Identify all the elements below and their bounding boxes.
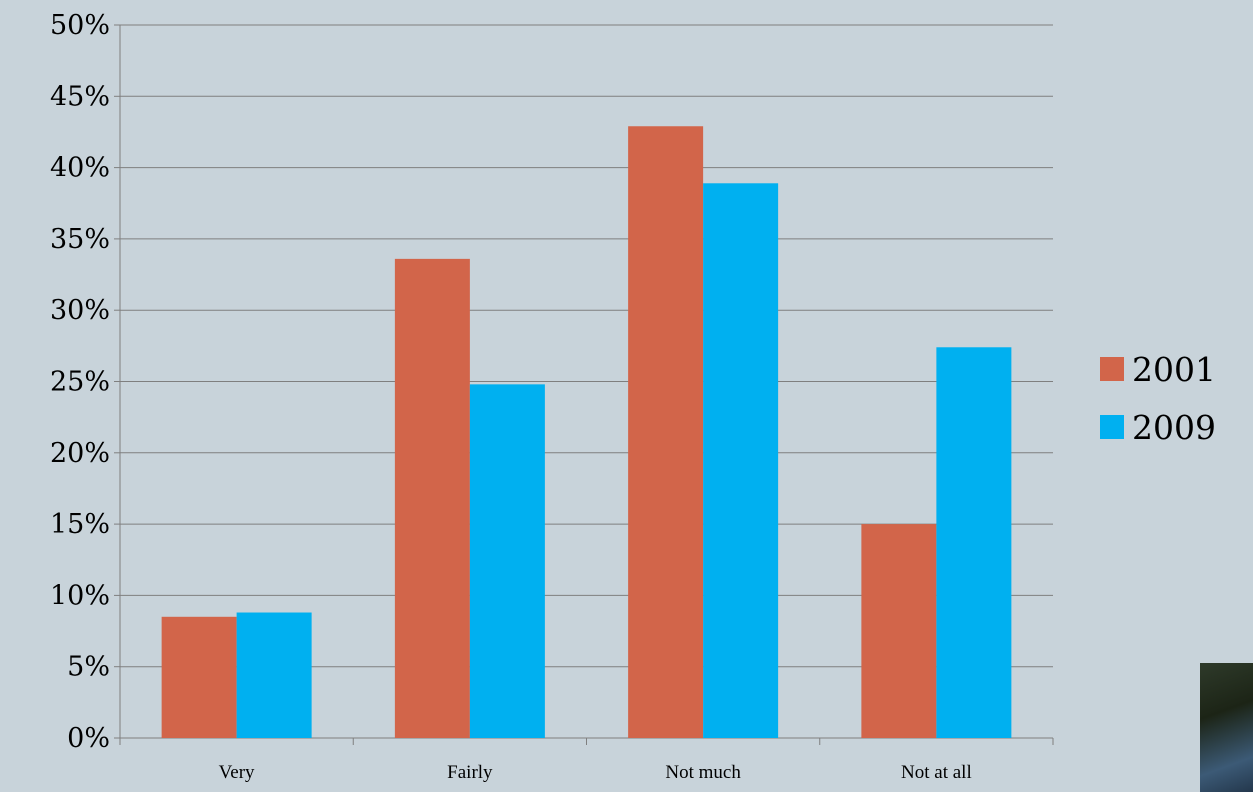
bar-2009-not-much [703,183,779,738]
legend-swatch-2001 [1100,357,1124,381]
y-tick-label: 5% [67,652,110,683]
legend-label-2001: 2001 [1132,350,1216,389]
y-tick-label: 10% [50,580,110,611]
y-tick-label: 25% [50,367,110,398]
y-tick-label: 15% [50,509,110,540]
y-tick-label: 0% [67,723,110,754]
x-tick-label: Fairly [447,762,493,783]
x-tick-label: Very [219,762,255,783]
bar-2009-very [236,612,312,738]
legend: 2001 2009 [1100,350,1216,447]
corner-photo-image [1200,663,1253,792]
y-tick-label: 50% [50,10,110,41]
y-axis-ticks: 0% 5% 10% 15% 20% 25% 30% 35% 40% 45% 50% [50,10,110,754]
bar-2001-not-much [628,126,704,739]
x-tick-label: Not at all [901,762,972,783]
y-tick-label: 35% [50,224,110,255]
legend-label-2009: 2009 [1132,408,1216,447]
bar-2009-not-at-all [936,347,1012,738]
x-tick-label: Not much [665,762,741,783]
bar-2001-very [161,616,237,738]
y-tick-label: 30% [50,295,110,326]
x-axis-ticks: Very Fairly Not much Not at all [219,762,972,783]
bar-2001-not-at-all [861,524,937,738]
bar-2009-fairly [469,384,545,738]
bar-2001-fairly [394,258,470,738]
y-tick-label: 20% [50,438,110,469]
y-tick-label: 45% [50,81,110,112]
gridlines [120,24,1053,668]
y-tick-label: 40% [50,153,110,184]
bars [161,126,1012,739]
legend-swatch-2009 [1100,415,1124,439]
